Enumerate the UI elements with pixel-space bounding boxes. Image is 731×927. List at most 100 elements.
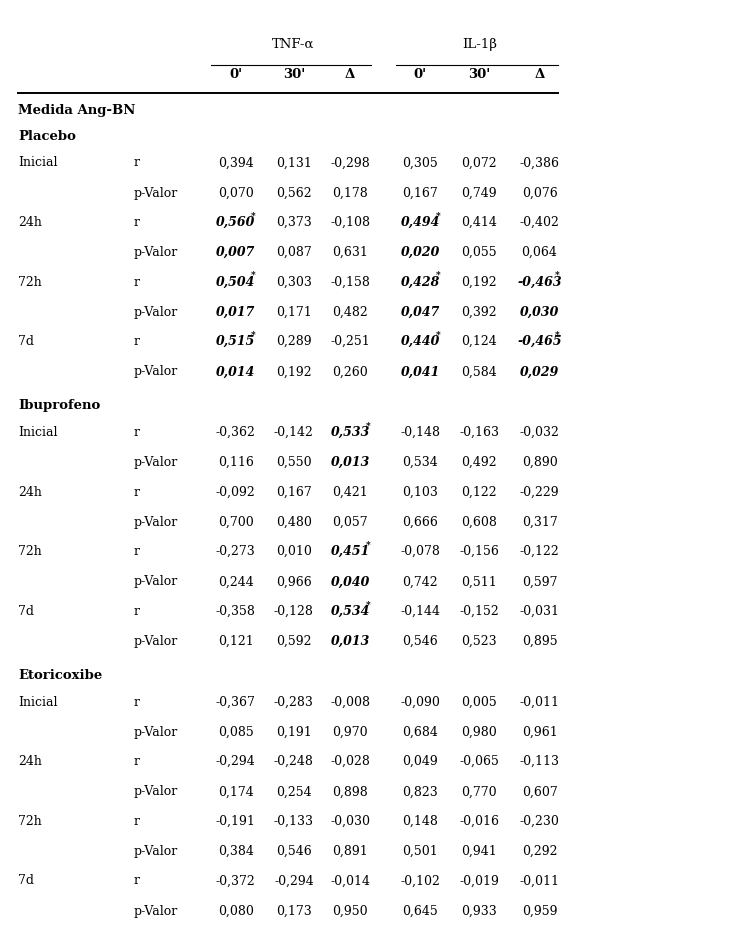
Text: 0,597: 0,597 [522,576,557,589]
Text: 0,013: 0,013 [330,456,370,469]
Text: 0,970: 0,970 [333,726,368,739]
Text: -0,148: -0,148 [401,425,440,438]
Text: 0,041: 0,041 [401,365,440,378]
Text: -0,019: -0,019 [459,874,499,887]
Text: 0,030: 0,030 [520,306,559,319]
Text: 0,550: 0,550 [276,456,311,469]
Text: 0,749: 0,749 [461,186,497,199]
Text: 0,440: 0,440 [401,336,440,349]
Text: Ibuprofeno: Ibuprofeno [18,400,100,413]
Text: 0,631: 0,631 [332,247,368,260]
Text: 0,047: 0,047 [401,306,440,319]
Text: 0,523: 0,523 [461,635,497,648]
Text: TNF-α: TNF-α [272,38,314,51]
Text: 0,592: 0,592 [276,635,311,648]
Text: 0,515: 0,515 [216,336,255,349]
Text: 0,173: 0,173 [276,905,312,918]
Text: -0,092: -0,092 [216,486,256,499]
Text: 0,607: 0,607 [522,785,558,798]
Text: 0,428: 0,428 [401,275,440,288]
Text: 0,192: 0,192 [461,275,497,288]
Text: -0,011: -0,011 [520,874,559,887]
Text: -0,152: -0,152 [459,604,499,617]
Text: 0,980: 0,980 [461,726,497,739]
Text: 0,511: 0,511 [461,576,497,589]
Text: 0,017: 0,017 [216,306,255,319]
Text: -0,008: -0,008 [330,695,370,708]
Text: *: * [436,331,440,339]
Text: 0,191: 0,191 [276,726,312,739]
Text: 0,303: 0,303 [276,275,312,288]
Text: *: * [366,540,370,550]
Text: *: * [251,331,256,339]
Text: -0,230: -0,230 [520,815,559,828]
Text: 0': 0' [414,69,427,82]
Text: IL-1β: IL-1β [463,38,497,51]
Text: 0,070: 0,070 [218,186,254,199]
Text: 24h: 24h [18,486,42,499]
Text: 0,167: 0,167 [402,186,438,199]
Text: -0,163: -0,163 [459,425,499,438]
Text: Medida Ang-BN: Medida Ang-BN [18,104,135,117]
Text: 0,057: 0,057 [333,515,368,528]
Text: r: r [134,545,140,558]
Text: -0,229: -0,229 [520,486,559,499]
Text: 0,480: 0,480 [276,515,312,528]
Text: -0,294: -0,294 [216,756,256,768]
Text: -0,358: -0,358 [216,604,256,617]
Text: -0,133: -0,133 [274,815,314,828]
Text: -0,283: -0,283 [274,695,314,708]
Text: 0,049: 0,049 [402,756,438,768]
Text: 0,007: 0,007 [216,247,255,260]
Text: r: r [134,486,140,499]
Text: r: r [134,815,140,828]
Text: 0,076: 0,076 [522,186,558,199]
Text: 7d: 7d [18,336,34,349]
Text: 0,534: 0,534 [402,456,438,469]
Text: 0,608: 0,608 [461,515,497,528]
Text: -0,113: -0,113 [520,756,559,768]
Text: 0,941: 0,941 [461,845,497,858]
Text: p-Valor: p-Valor [134,845,178,858]
Text: p-Valor: p-Valor [134,576,178,589]
Text: 7d: 7d [18,874,34,887]
Text: 24h: 24h [18,756,42,768]
Text: 0,087: 0,087 [276,247,312,260]
Text: 0,244: 0,244 [218,576,254,589]
Text: 72h: 72h [18,815,42,828]
Text: p-Valor: p-Valor [134,515,178,528]
Text: -0,156: -0,156 [459,545,499,558]
Text: 0,504: 0,504 [216,275,255,288]
Text: 30': 30' [283,69,305,82]
Text: 0,891: 0,891 [332,845,368,858]
Text: 0,260: 0,260 [332,365,368,378]
Text: 0,770: 0,770 [461,785,497,798]
Text: 0,482: 0,482 [332,306,368,319]
Text: -0,128: -0,128 [274,604,314,617]
Text: 0,666: 0,666 [402,515,438,528]
Text: *: * [436,271,440,280]
Text: Etoricoxibe: Etoricoxibe [18,669,102,682]
Text: 0,124: 0,124 [461,336,497,349]
Text: 0,040: 0,040 [330,576,370,589]
Text: Placebo: Placebo [18,130,76,143]
Text: 0,392: 0,392 [461,306,497,319]
Text: -0,016: -0,016 [459,815,499,828]
Text: 0,414: 0,414 [461,216,497,229]
Text: 7d: 7d [18,604,34,617]
Text: 0,171: 0,171 [276,306,312,319]
Text: p-Valor: p-Valor [134,186,178,199]
Text: 0,122: 0,122 [461,486,497,499]
Text: 0,961: 0,961 [522,726,558,739]
Text: p-Valor: p-Valor [134,456,178,469]
Text: 0,823: 0,823 [402,785,438,798]
Text: -0,273: -0,273 [216,545,256,558]
Text: -0,078: -0,078 [401,545,440,558]
Text: 0,178: 0,178 [332,186,368,199]
Text: 0,966: 0,966 [276,576,312,589]
Text: 0,121: 0,121 [218,635,254,648]
Text: 0,305: 0,305 [402,157,438,170]
Text: -0,090: -0,090 [401,695,440,708]
Text: p-Valor: p-Valor [134,306,178,319]
Text: -0,014: -0,014 [330,874,370,887]
